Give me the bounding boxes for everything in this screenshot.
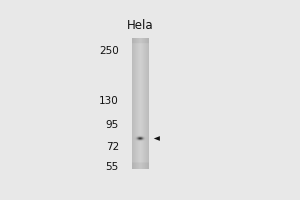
Text: 130: 130 bbox=[99, 96, 119, 106]
Text: Hela: Hela bbox=[127, 19, 153, 32]
Text: 72: 72 bbox=[106, 142, 119, 152]
Polygon shape bbox=[154, 136, 160, 141]
Text: 95: 95 bbox=[106, 120, 119, 130]
Text: 250: 250 bbox=[99, 46, 119, 56]
Text: 55: 55 bbox=[106, 162, 119, 172]
